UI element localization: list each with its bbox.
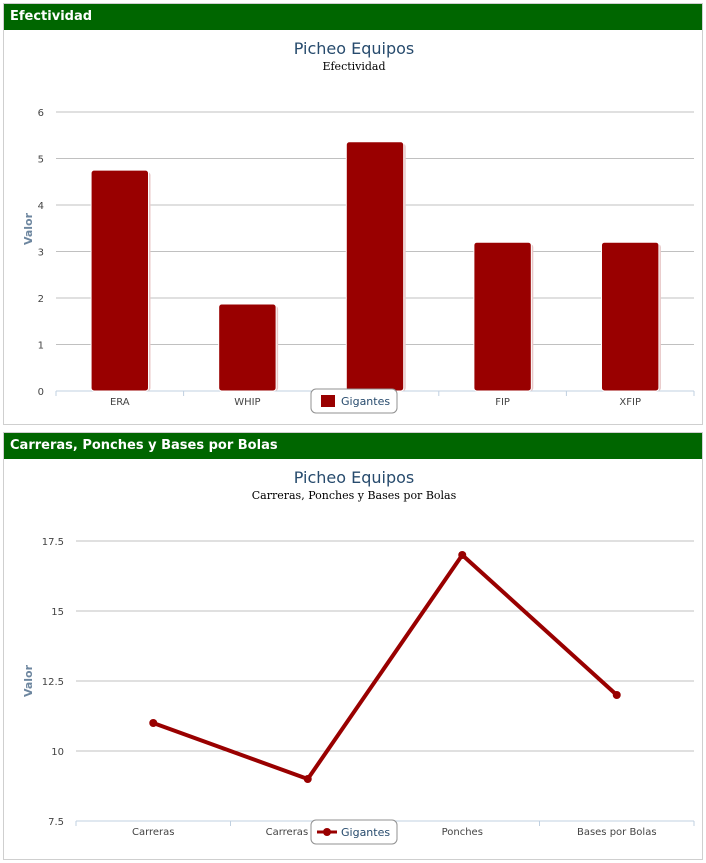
- y-axis-label: Valor: [22, 664, 35, 697]
- x-tick-label: Carreras Limpias: [266, 827, 350, 838]
- y-axis-label: Valor: [22, 212, 35, 245]
- chart-subtitle: Carreras, Ponches y Bases por Bolas: [252, 489, 457, 502]
- x-tick-label: Ponches: [442, 827, 483, 838]
- x-tick-label: XFIP: [619, 397, 641, 408]
- y-tick-label: 15: [51, 607, 64, 618]
- point-1[interactable]: [303, 775, 312, 783]
- y-tick-label: 0: [38, 387, 44, 398]
- bar-fip[interactable]: [473, 241, 532, 392]
- x-tick-label: WHIP: [234, 397, 260, 408]
- chart-legend[interactable]: Gigantes: [310, 388, 398, 414]
- x-tick-label: Carreras: [132, 827, 175, 838]
- panel-header-carreras: Carreras, Ponches y Bases por Bolas: [4, 433, 702, 459]
- point-3[interactable]: [612, 691, 621, 699]
- y-tick-label: 2: [38, 294, 44, 305]
- x-tick-label: ERA: [110, 397, 130, 408]
- chart-legend[interactable]: Gigantes: [310, 819, 398, 845]
- y-tick-label: 7.5: [48, 817, 64, 828]
- chart-title: Picheo Equipos: [294, 468, 415, 487]
- bar-xfip[interactable]: [600, 241, 660, 392]
- y-tick-label: 1: [38, 341, 44, 352]
- y-tick-label: 4: [38, 201, 44, 212]
- legend-marker: [323, 828, 331, 836]
- legend-swatch: [321, 395, 335, 407]
- y-tick-label: 10: [51, 747, 64, 758]
- y-tick-label: 17.5: [42, 537, 64, 548]
- y-tick-label: 5: [38, 155, 44, 166]
- x-tick-label: FIP: [495, 397, 510, 408]
- y-tick-label: 3: [38, 248, 44, 259]
- bar-era[interactable]: [90, 169, 150, 392]
- legend-label-gigantes: Gigantes: [341, 826, 390, 839]
- series-line-gigantes: [152, 553, 619, 781]
- point-0[interactable]: [149, 719, 158, 727]
- runs-line-chart: Picheo Equipos Carreras, Ponches y Bases…: [22, 468, 695, 845]
- chart-title: Picheo Equipos: [294, 39, 415, 58]
- chart-subtitle: Efectividad: [322, 60, 385, 73]
- legend-label-gigantes: Gigantes: [341, 395, 390, 408]
- x-tick-label: Bases por Bolas: [577, 827, 657, 838]
- y-tick-label: 12.5: [42, 677, 64, 688]
- bar-erc[interactable]: [345, 141, 405, 392]
- bar-whip[interactable]: [218, 303, 277, 392]
- effectiveness-panel: Efectividad Picheo Equipos Efectividad V…: [3, 3, 703, 425]
- point-2[interactable]: [458, 551, 467, 559]
- runs-strikeouts-walks-panel: Carreras, Ponches y Bases por Bolas Pich…: [3, 432, 703, 860]
- panel-header-efectividad: Efectividad: [4, 4, 702, 30]
- y-tick-label: 6: [38, 108, 44, 119]
- effectiveness-bar-chart: Picheo Equipos Efectividad Valor 0 1 2 3 4 5 6…: [22, 39, 695, 414]
